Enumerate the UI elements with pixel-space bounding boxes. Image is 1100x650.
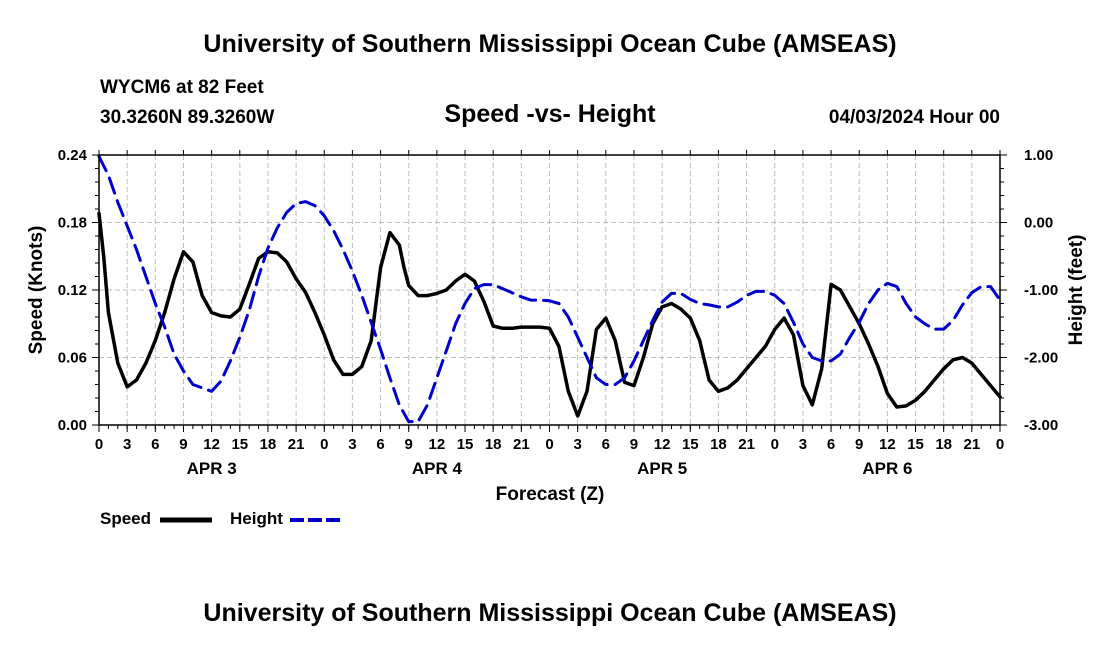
x-tick-label: 9 <box>855 436 863 453</box>
x-tick-label: 15 <box>457 436 474 453</box>
footer-title: University of Southern Mississippi Ocean… <box>203 599 897 627</box>
y2-tick-label: -2.00 <box>1024 350 1058 367</box>
chart-subtitle: Speed -vs- Height <box>444 100 656 128</box>
x-tick-label: 18 <box>260 436 277 453</box>
y2-axis-title: Height (feet) <box>1066 235 1087 346</box>
x-tick-label: 18 <box>935 436 952 453</box>
x-tick-label: 15 <box>682 436 699 453</box>
plot-frame <box>98 154 1001 426</box>
y2-tick-label: 1.00 <box>1024 147 1053 164</box>
day-label: APR 4 <box>412 459 463 478</box>
x-tick-label: 12 <box>203 436 220 453</box>
y-tick-label: 0.12 <box>58 282 87 299</box>
series-height-line <box>97 154 1002 424</box>
y-tick-label: 0.06 <box>58 350 87 367</box>
y2-tick-label: -1.00 <box>1024 282 1058 299</box>
x-tick-label: 18 <box>710 436 727 453</box>
x-tick-label: 21 <box>964 436 981 453</box>
x-tick-label: 12 <box>879 436 896 453</box>
y-tick-label: 0.00 <box>58 417 87 434</box>
x-tick-label: 0 <box>95 436 103 453</box>
x-tick-label: 3 <box>123 436 131 453</box>
x-tick-label: 21 <box>738 436 755 453</box>
x-tick-label: 3 <box>573 436 581 453</box>
y-tick-label: 0.18 <box>58 215 87 232</box>
day-label: APR 5 <box>637 459 687 478</box>
x-tick-label: 6 <box>376 436 384 453</box>
x-tick-label: 9 <box>405 436 413 453</box>
x-tick-label: 6 <box>827 436 835 453</box>
grid-lines <box>99 155 1000 425</box>
y-axis-title: Speed (Knots) <box>26 226 47 355</box>
x-tick-label: 6 <box>151 436 159 453</box>
x-tick-label: 9 <box>179 436 187 453</box>
legend-height-label: Height <box>230 509 283 528</box>
x-tick-label: 0 <box>996 436 1004 453</box>
x-axis-title: Forecast (Z) <box>496 484 605 505</box>
series-layer <box>97 154 1002 424</box>
x-tick-label: 18 <box>485 436 502 453</box>
x-tick-label: 21 <box>288 436 305 453</box>
y2-tick-label: 0.00 <box>1024 215 1053 232</box>
coordinates-label: 30.3260N 89.3260W <box>100 107 275 128</box>
x-tick-label: 15 <box>231 436 248 453</box>
x-tick-label: 12 <box>429 436 446 453</box>
axis-labels: 0 3 6 9 12 15 18 21 0 3 6 9 12 15 18 21 0 3 6 9 12 15 18 21 0 3 6 9… <box>58 147 1058 478</box>
day-label: APR 3 <box>187 459 237 478</box>
x-tick-label: 3 <box>348 436 356 453</box>
x-tick-label: 0 <box>320 436 328 453</box>
series-speed-line <box>97 211 1002 418</box>
x-tick-label: 21 <box>513 436 530 453</box>
x-tick-label: 0 <box>771 436 779 453</box>
day-label: APR 6 <box>862 459 912 478</box>
chart-title: University of Southern Mississippi Ocean… <box>203 30 897 58</box>
x-tick-label: 0 <box>545 436 553 453</box>
x-tick-label: 6 <box>602 436 610 453</box>
legend-speed-label: Speed <box>100 509 152 528</box>
x-tick-label: 9 <box>630 436 638 453</box>
x-tick-label: 15 <box>907 436 924 453</box>
station-label: WYCM6 at 82 Feet <box>100 77 264 98</box>
x-tick-label: 12 <box>654 436 671 453</box>
date-label: 04/03/2024 Hour 00 <box>828 107 1000 128</box>
y-tick-label: 0.24 <box>58 147 88 164</box>
y2-tick-label: -3.00 <box>1024 417 1058 434</box>
x-tick-label: 3 <box>799 436 807 453</box>
